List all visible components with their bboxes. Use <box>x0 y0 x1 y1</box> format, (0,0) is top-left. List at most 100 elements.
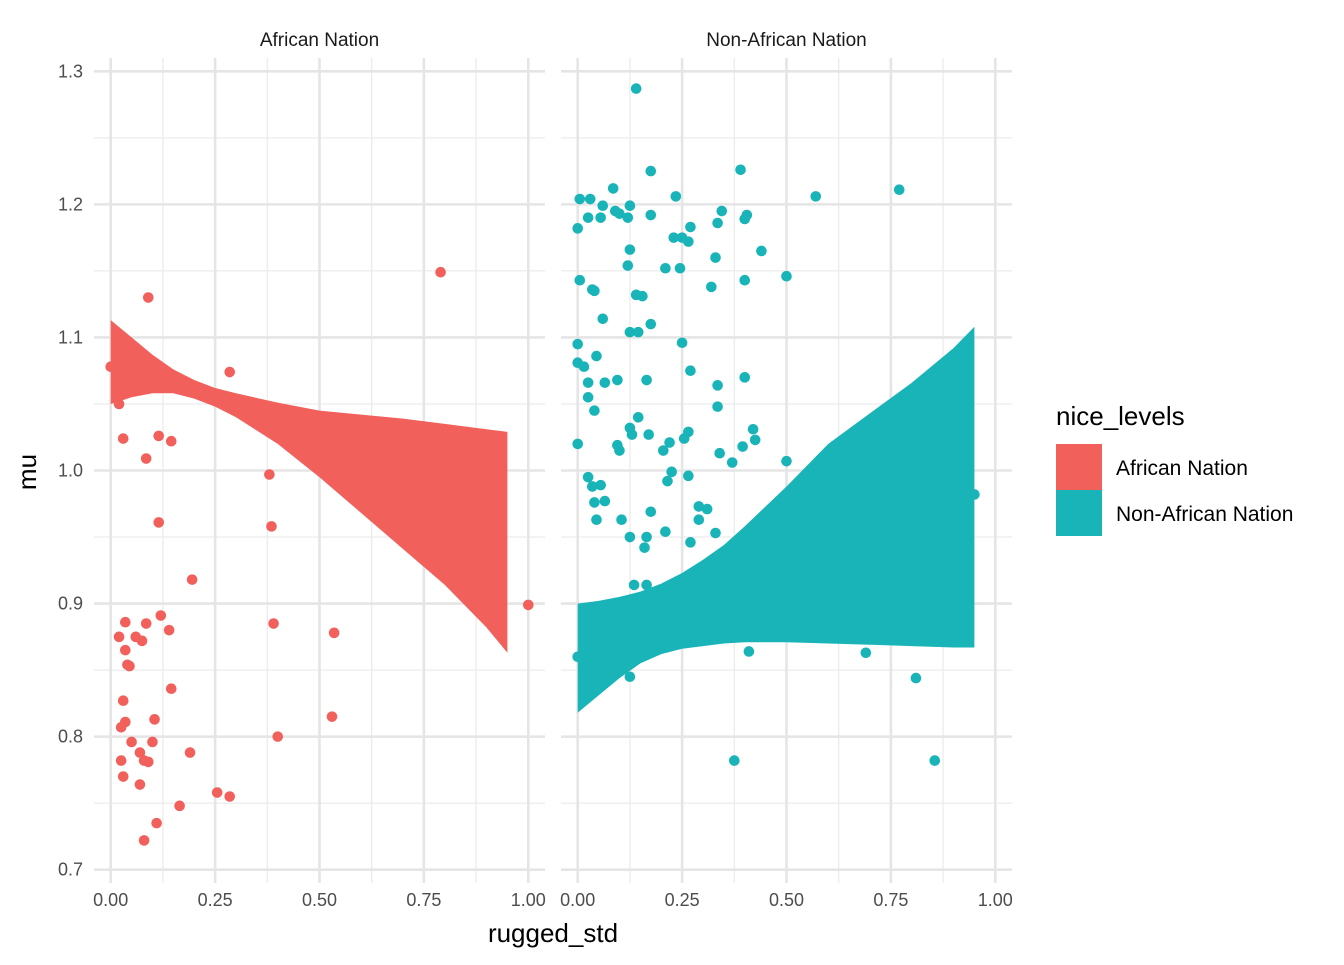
data-point <box>632 411 644 423</box>
data-point <box>149 714 160 725</box>
data-point <box>737 441 748 452</box>
data-point <box>747 423 759 435</box>
data-point <box>589 497 600 508</box>
data-point <box>645 506 657 518</box>
data-point <box>660 262 671 274</box>
data-point <box>595 479 606 491</box>
data-point <box>117 433 129 444</box>
data-point <box>666 466 677 478</box>
legend-key-non-african-nation <box>1056 490 1102 536</box>
data-point <box>591 514 602 526</box>
data-point <box>637 290 648 302</box>
data-point <box>712 401 723 412</box>
data-point <box>685 365 696 377</box>
data-point <box>224 366 236 378</box>
y-axis: 0.7 0.8 0.9 1.0 1.1 1.2 1.3 <box>58 61 83 879</box>
y-tick-label: 1.2 <box>58 194 83 214</box>
x-tick-label: 1.00 <box>511 890 546 910</box>
data-point <box>739 372 751 383</box>
y-tick-label: 1.3 <box>58 61 83 81</box>
data-point <box>628 579 640 591</box>
data-point <box>893 184 905 196</box>
data-point <box>616 514 627 526</box>
y-axis-title: mu <box>12 454 42 490</box>
data-point <box>266 521 277 532</box>
legend-label-african-nation: African Nation <box>1116 457 1248 480</box>
data-point <box>622 260 634 271</box>
data-point <box>685 537 696 548</box>
data-point <box>147 736 158 748</box>
data-point <box>136 635 148 647</box>
data-point <box>624 326 636 338</box>
data-point <box>115 755 127 766</box>
x-tick-label: 0.00 <box>560 890 595 910</box>
data-point <box>929 755 941 766</box>
data-point <box>626 429 638 440</box>
data-point <box>174 800 185 812</box>
data-point <box>641 531 652 543</box>
data-point <box>701 503 713 515</box>
data-point <box>670 191 682 202</box>
data-point <box>153 430 165 442</box>
x-tick-label: 0.25 <box>665 890 700 910</box>
data-point <box>224 791 236 802</box>
data-point <box>597 313 609 325</box>
data-point <box>643 429 654 440</box>
data-point <box>186 574 198 585</box>
data-point <box>641 579 652 591</box>
data-point <box>781 455 792 467</box>
legend: nice_levels African Nation Non-African N… <box>1056 401 1293 536</box>
data-point <box>134 779 146 790</box>
data-point <box>163 624 175 636</box>
data-point <box>120 644 131 656</box>
x-axis-title: rugged_std <box>488 918 618 948</box>
data-point <box>645 318 657 330</box>
data-point <box>622 212 634 223</box>
data-point <box>522 599 534 611</box>
y-tick-label: 1.0 <box>58 461 83 481</box>
data-point <box>272 731 284 742</box>
data-point <box>138 835 150 846</box>
ribbon-band <box>577 326 975 713</box>
data-point <box>582 212 594 223</box>
data-point <box>589 285 600 297</box>
data-point <box>126 736 137 748</box>
data-point <box>134 747 146 758</box>
data-point <box>729 755 740 766</box>
data-point <box>712 380 723 391</box>
data-point <box>264 469 275 480</box>
data-point <box>860 647 872 659</box>
data-point <box>624 200 636 212</box>
data-point <box>117 771 129 782</box>
data-point <box>810 191 822 202</box>
data-point <box>693 501 705 512</box>
legend-title: nice_levels <box>1056 401 1185 431</box>
data-point <box>120 616 131 628</box>
data-point <box>328 627 340 639</box>
data-point <box>641 374 652 386</box>
data-point <box>165 683 177 695</box>
data-point <box>735 164 746 176</box>
x-tick-label: 0.50 <box>769 890 804 910</box>
data-point <box>572 438 584 450</box>
data-point <box>693 514 705 526</box>
data-point <box>165 435 177 447</box>
data-point <box>910 672 922 684</box>
data-point <box>435 266 446 278</box>
data-point <box>151 817 162 829</box>
data-point <box>211 787 223 798</box>
data-point <box>739 274 751 286</box>
data-point <box>683 236 694 247</box>
data-point <box>624 671 636 683</box>
data-point <box>115 722 127 733</box>
data-point <box>662 475 673 487</box>
data-point <box>599 377 611 388</box>
data-point <box>572 223 584 234</box>
legend-label-non-african-nation: Non-African Nation <box>1116 503 1293 526</box>
data-point <box>658 445 669 456</box>
data-point <box>660 526 671 538</box>
data-point <box>597 200 609 212</box>
y-tick-label: 0.7 <box>58 860 83 880</box>
data-point <box>678 433 690 444</box>
